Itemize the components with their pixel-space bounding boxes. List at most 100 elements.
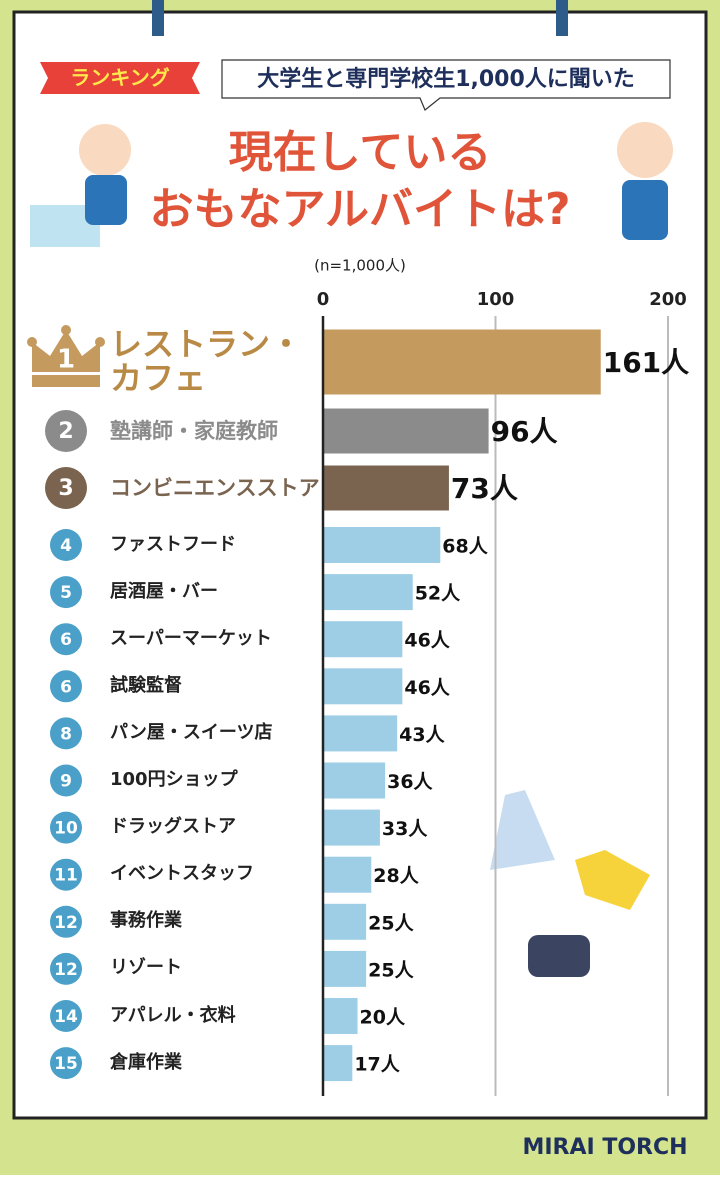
bar [323,621,403,658]
bar [323,809,380,846]
rank: 12 [54,960,78,980]
rank: 5 [60,583,72,603]
bag-icon [528,935,590,977]
rank: 12 [54,913,78,933]
rank: 9 [60,772,72,792]
category-label-box: 事務作業 [110,910,182,932]
rank: 11 [54,866,78,886]
category-label: アパレル・衣料 [110,1004,236,1026]
rank-circle [50,670,82,703]
value-label: 73人 [451,472,518,505]
bar [323,408,489,454]
category-label-box: 倉庫作業 [110,1053,182,1072]
bar [323,762,386,799]
category-label-box: イベントスタッフ [110,863,254,885]
category-label: イベントスタッフ [110,863,254,885]
bar [323,1045,353,1082]
category-label: スーパーマーケット [110,627,272,649]
value-label: 28人 [373,865,419,887]
rank-circle [50,623,82,656]
rank-crown-base [32,375,100,387]
bar [323,465,449,511]
category-label: ファストフード [110,533,236,555]
rank-circle [50,905,82,938]
bar [323,574,413,611]
rank-circle [50,1047,82,1080]
category-label: 事務作業 [110,910,182,932]
rank-crown-dot [61,325,71,335]
category-label: リゾート [110,957,182,979]
category-label: パン屋・スイーツ店 [110,721,273,743]
badge: ランキング [70,66,169,90]
rank-circle [50,764,82,797]
rank: 6 [60,677,72,697]
rank: 4 [60,536,72,556]
rank-crown [32,330,100,372]
clothing-icon [575,850,650,910]
rank: 6 [60,630,72,650]
category-label-box: コンビニエンスストア [110,475,320,500]
pin [556,0,568,36]
value-label: 36人 [387,771,433,793]
speech-bubble [221,59,671,111]
category-label: レストラン・カフェ [110,325,303,397]
rank-circle [50,717,82,750]
category-label: ドラッグストア [110,816,236,838]
subtitle: 大学生と専門学校生1,000人に聞いた [257,66,635,92]
category-label-box: ドラッグストア [110,816,236,838]
category-label: 居酒屋・バー [110,580,218,602]
title-line: おもなアルバイトは? [149,184,570,235]
category-label-box: 100円ショップ [110,769,238,791]
badge-ribbon [40,62,200,94]
bar [323,998,358,1034]
category-label-box: アパレル・衣料 [110,1004,236,1026]
bar [323,527,441,563]
value-label: 52人 [415,583,461,605]
rank-circle [45,410,87,452]
value-label: 161人 [603,346,689,379]
x-tick-label: 100 [477,289,515,310]
category-label: 塾講師・家庭教師 [110,418,278,443]
x-tick-label: 200 [649,289,687,310]
category-label-box: 塾講師・家庭教師 [110,418,278,443]
rank-crown-dot [95,337,105,347]
value-label: 20人 [360,1007,406,1029]
rank-circle [50,811,82,844]
value-label: 46人 [404,630,450,652]
rank: 2 [58,419,73,444]
rank: 10 [54,819,78,839]
rank-circle [50,952,82,985]
value-label: 43人 [399,724,445,746]
category-label-box: 居酒屋・バー [110,580,218,602]
bar [323,856,372,893]
bar [323,715,398,752]
person-head [617,122,673,178]
rank: 14 [54,1007,78,1027]
bar [323,950,367,987]
rank-circle [45,467,87,509]
value-label: 68人 [442,536,488,558]
rank: 15 [54,1054,78,1074]
category-label-box: リゾート [110,957,182,979]
category-label: 100円ショップ [110,769,238,791]
rank: 3 [58,476,73,501]
category-label-box: パン屋・スイーツ店 [110,721,273,743]
bar [323,668,403,705]
rank-crown-dot [27,337,37,347]
value-label: 17人 [354,1054,400,1076]
category-label-box: スーパーマーケット [110,627,272,649]
person-body [622,180,668,240]
note: (n=1,000人) [314,257,406,275]
rank-circle [50,858,82,891]
pin [152,0,164,36]
clothing-icon [490,790,555,870]
value-label: 25人 [368,959,414,981]
value-label: 96人 [491,415,558,448]
rank-circle [50,529,82,561]
rank-circle [50,1000,82,1032]
rank-circle [50,576,82,609]
rank: 8 [60,724,72,744]
category-label: コンビニエンスストア [110,475,320,500]
category-label-box: レストラン・カフェ [110,325,303,397]
